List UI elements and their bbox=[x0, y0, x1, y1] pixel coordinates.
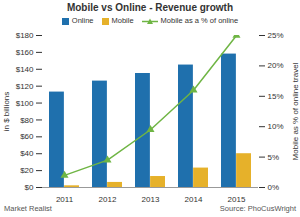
svg-text:20%: 20% bbox=[268, 61, 284, 70]
svg-text:$60: $60 bbox=[20, 132, 34, 141]
svg-text:10%: 10% bbox=[268, 122, 284, 131]
svg-text:$160: $160 bbox=[16, 48, 34, 57]
html-text:Mobile as a % of online: Mobile as a % of online bbox=[160, 16, 239, 25]
svg-text:$180: $180 bbox=[16, 31, 34, 40]
svg-text:0%: 0% bbox=[268, 183, 280, 192]
svg-text:$120: $120 bbox=[16, 82, 34, 91]
svg-text:in $ billions: in $ billions bbox=[2, 92, 11, 132]
svg-text:2011: 2011 bbox=[56, 195, 74, 203]
svg-text:$40: $40 bbox=[20, 149, 34, 158]
svg-text:15%: 15% bbox=[268, 92, 284, 101]
html-text:Online: Online bbox=[71, 16, 94, 25]
svg-text:2013: 2013 bbox=[142, 195, 160, 203]
svg-text:2015: 2015 bbox=[228, 195, 246, 203]
svg-text:$0: $0 bbox=[25, 183, 34, 192]
svg-text:$140: $140 bbox=[16, 65, 34, 74]
svg-text:5%: 5% bbox=[268, 153, 280, 162]
html-text:Mobile vs Online - Revenue gro: Mobile vs Online - Revenue growth bbox=[66, 2, 234, 13]
svg-text:2012: 2012 bbox=[99, 195, 117, 203]
html-text:Market Realist: Market Realist bbox=[4, 204, 52, 213]
html-text:Source: PhoCusWright: Source: PhoCusWright bbox=[219, 204, 296, 213]
svg-text:25%: 25% bbox=[268, 31, 284, 40]
html-text:Mobile: Mobile bbox=[111, 16, 134, 25]
svg-text:$20: $20 bbox=[20, 166, 34, 175]
svg-text:Mobile as % of online travel: Mobile as % of online travel bbox=[291, 62, 300, 160]
svg-text:$100: $100 bbox=[16, 99, 34, 108]
svg-text:2014: 2014 bbox=[185, 195, 203, 203]
svg-text:$80: $80 bbox=[20, 116, 34, 125]
